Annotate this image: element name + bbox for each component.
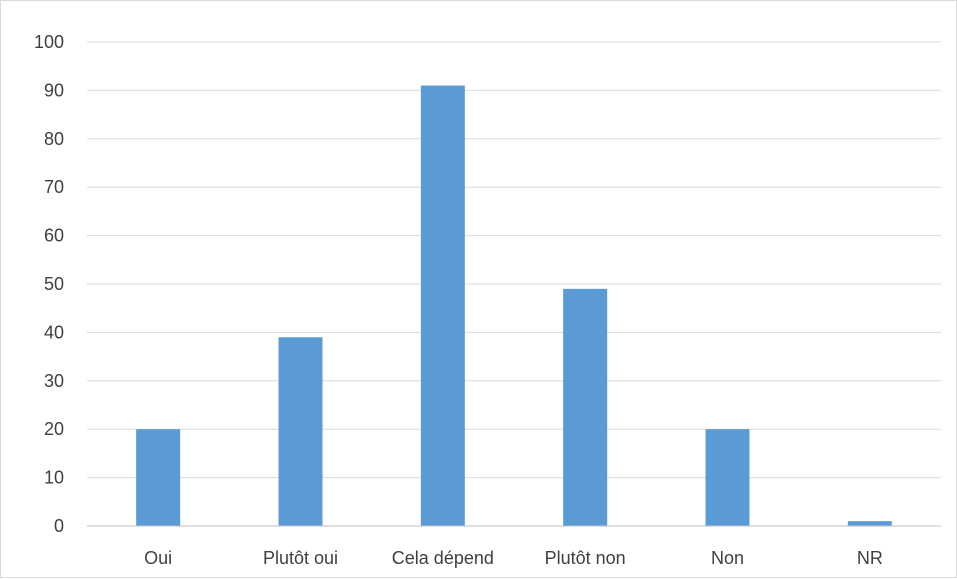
bar [420,85,465,526]
bar [563,288,608,526]
y-tick-label: 30 [44,371,64,391]
gridlines [87,41,941,479]
x-axis-category-labels: Oui Plutôt oui Cela dépend Plutôt non Non NR [144,548,883,568]
bars [136,85,892,526]
x-category-label: Plutôt non [545,548,626,568]
bar [705,429,750,526]
bar [136,429,181,526]
y-tick-label: 60 [44,226,64,246]
y-tick-label: 90 [44,80,64,100]
y-tick-label: 70 [44,177,64,197]
y-axis-tick-labels: 0 10 20 30 40 50 60 70 80 90 100 [34,32,64,536]
y-tick-label: 80 [44,129,64,149]
x-category-label: Non [711,548,744,568]
x-category-label: Oui [144,548,172,568]
y-tick-label: 20 [44,419,64,439]
x-category-label: Plutôt oui [263,548,338,568]
bar [847,521,892,526]
y-tick-label: 10 [44,468,64,488]
x-category-label: Cela dépend [392,548,494,568]
y-tick-label: 0 [54,516,64,536]
y-tick-label: 40 [44,322,64,342]
x-category-label: NR [857,548,883,568]
y-tick-label: 50 [44,274,64,294]
y-tick-label: 100 [34,32,64,52]
bar [278,337,323,526]
